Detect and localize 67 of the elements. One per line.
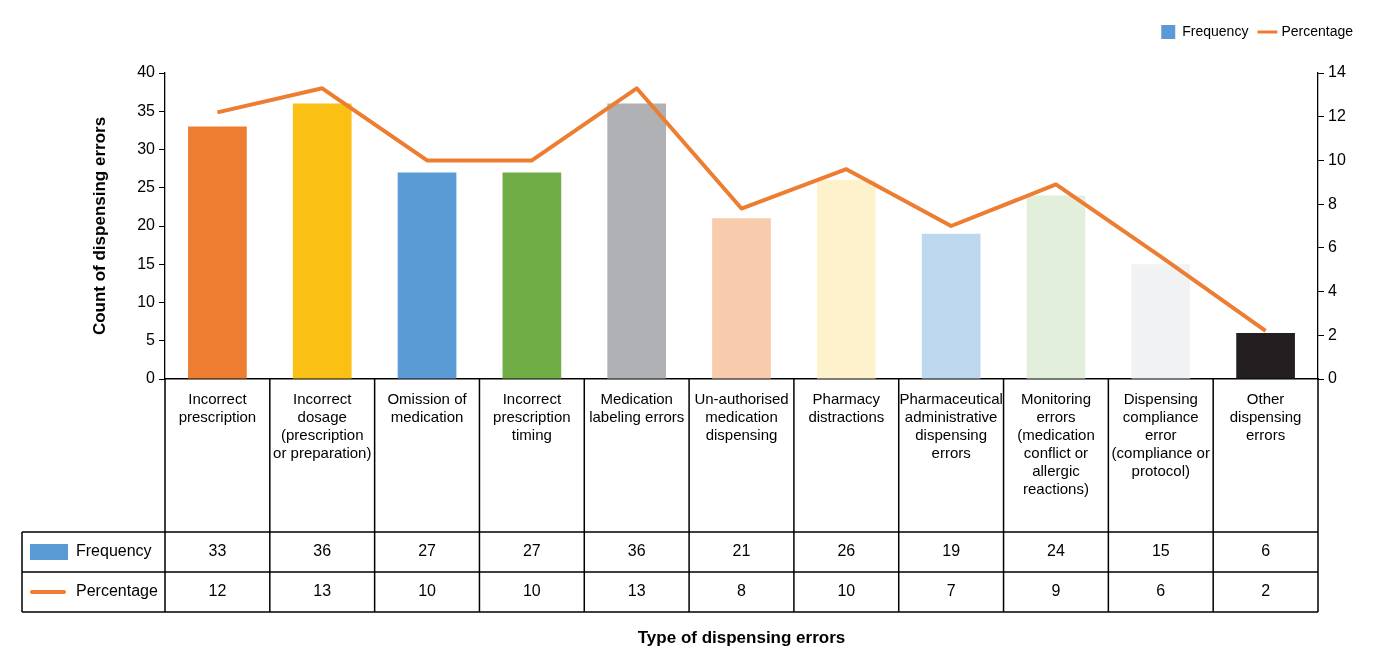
data-label: 12 — [208, 582, 227, 600]
bar — [292, 103, 352, 379]
bar — [607, 103, 667, 379]
text: Type of dispensing errors — [637, 627, 846, 647]
y2-tick-label: 2 — [1328, 325, 1337, 343]
data-label: 10 — [418, 582, 437, 600]
x-tick-label: Omission of medication — [387, 390, 468, 426]
y-tick-label: 20 — [137, 216, 156, 234]
y-tick-label: 15 — [137, 254, 156, 272]
text: Frequency — [76, 542, 152, 560]
y-tick-label: 5 — [146, 331, 156, 349]
data-label: 21 — [732, 542, 751, 560]
data-label: 27 — [418, 542, 437, 560]
data-label: 15 — [1151, 542, 1170, 560]
legend-label: Frequency — [1182, 22, 1249, 39]
data-label: 6 — [1261, 542, 1271, 560]
text: Percentage — [76, 582, 158, 600]
bar — [1236, 333, 1295, 379]
x-tick-label: Incorrect dosage (prescription or preparation) — [273, 390, 372, 462]
bar — [921, 233, 981, 379]
y-tick-label: 35 — [137, 101, 156, 119]
data-label: 27 — [522, 542, 541, 560]
data-label: 36 — [627, 542, 646, 560]
y-tick-label: 10 — [137, 292, 156, 310]
bar — [712, 218, 771, 379]
bar — [1026, 195, 1086, 379]
y2-tick-label: 12 — [1328, 107, 1346, 125]
y2-tick-label: 14 — [1328, 63, 1346, 81]
data-label: 7 — [946, 582, 956, 600]
data-label: 13 — [313, 582, 332, 600]
data-label: 36 — [313, 542, 332, 560]
y2-tick-label: 10 — [1328, 150, 1346, 168]
x-tick-label: Pharmacy distractions — [808, 390, 885, 426]
bar — [502, 172, 562, 379]
x-tick-label: Dispensing compliance error (compliance or protocol) — [1111, 390, 1210, 480]
data-label: 10 — [522, 582, 541, 600]
data-label: 6 — [1156, 582, 1166, 600]
bar — [188, 126, 247, 379]
y-tick-label: 30 — [137, 139, 156, 157]
data-label: 19 — [942, 542, 961, 560]
x-tick-label: Un-authorised medication dispensing — [694, 390, 789, 444]
y-tick-label: 40 — [137, 63, 156, 81]
bar — [397, 172, 457, 379]
x-tick-label: Other dispensing errors — [1229, 390, 1302, 444]
x-tick-label: Medication labeling errors — [589, 390, 685, 426]
data-label: 8 — [737, 582, 747, 600]
x-tick-label: Monitoring errors (medication conflict or allergic reactions) — [1017, 390, 1095, 498]
y2-tick-label: 0 — [1328, 369, 1337, 387]
x-tick-label: Incorrect prescription timing — [493, 390, 571, 444]
legend-label: Percentage — [1281, 22, 1354, 39]
data-label: 10 — [837, 582, 856, 600]
data-label: 2 — [1261, 582, 1271, 600]
y-tick-label: 25 — [137, 178, 156, 196]
y-axis-title: Count of dispensing errors — [89, 116, 109, 336]
bar — [1131, 264, 1191, 379]
data-label: 13 — [627, 582, 646, 600]
data-label: 26 — [837, 542, 856, 560]
x-tick-label: Incorrect prescription — [178, 390, 257, 426]
x-tick-label: Pharmaceutical administrative dispensing errors — [899, 390, 1003, 462]
y2-tick-label: 8 — [1328, 194, 1337, 212]
data-label: 9 — [1051, 582, 1061, 600]
y-tick-label: 0 — [146, 369, 156, 387]
data-label: 33 — [208, 542, 227, 560]
y2-tick-label: 4 — [1328, 281, 1337, 299]
bar — [816, 180, 876, 379]
data-label: 24 — [1047, 542, 1065, 560]
y2-tick-label: 6 — [1328, 238, 1337, 256]
